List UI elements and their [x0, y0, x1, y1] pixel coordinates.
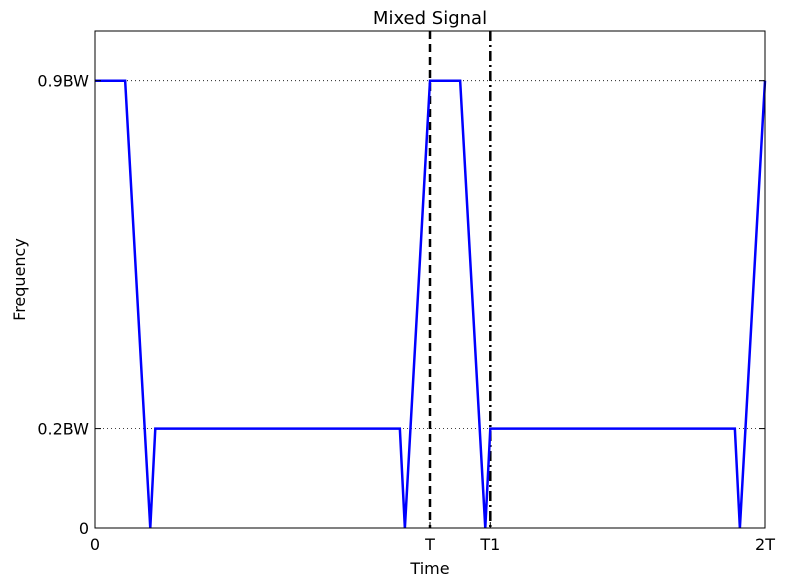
y-axis-label: Frequency: [10, 238, 29, 321]
chart-title: Mixed Signal: [373, 8, 487, 29]
y-tick-label-0: 0: [79, 519, 89, 538]
ticks: 0 T T1 2T 0 0.2BW 0.9BW: [37, 31, 775, 554]
y-tick-label-1: 0.2BW: [37, 420, 89, 439]
x-tick-label-2: T1: [479, 535, 500, 554]
x-tick-label-1: T: [424, 535, 435, 554]
x-tick-label-0: 0: [90, 535, 100, 554]
x-axis-label: Time: [409, 559, 449, 578]
x-tick-label-3: 2T: [755, 535, 775, 554]
y-tick-label-2: 0.9BW: [37, 72, 89, 91]
